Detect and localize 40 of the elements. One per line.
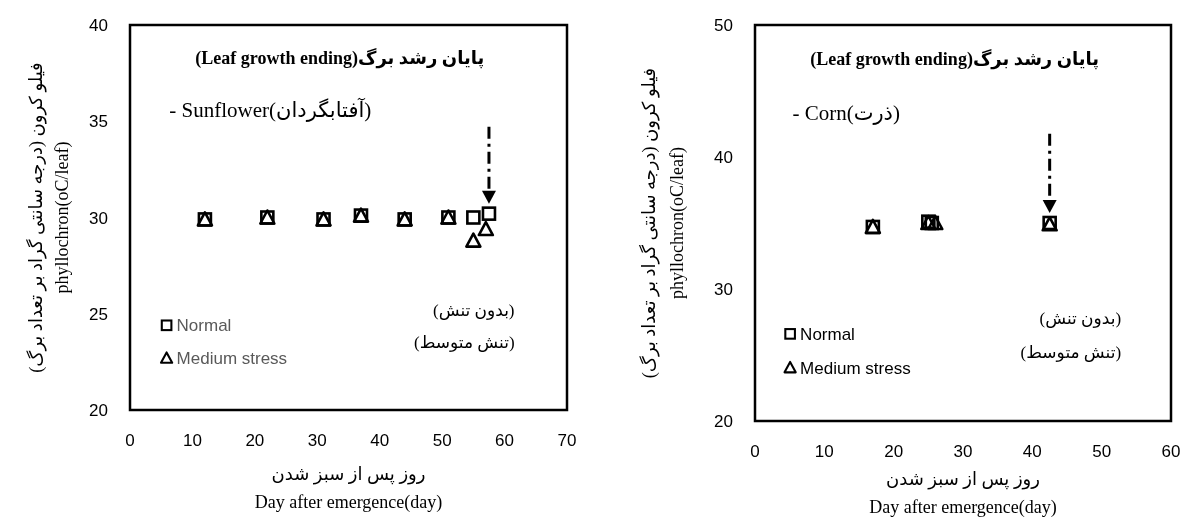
text: - Corn(ذرت) [792,101,900,126]
point [465,232,482,248]
annotation: پایان رشد برگ(Leaf growth ending) [810,47,1100,70]
legend-label: Normal [800,324,855,344]
annotation: (تنش متوسط) [414,333,515,353]
y-tick-label: 25 [89,304,108,324]
annotation: پایان رشد برگ(Leaf growth ending) [195,46,485,69]
x-tick-label: 0 [125,431,135,450]
x-tick-label: 40 [370,431,390,450]
x-tick-label: 50 [1092,442,1112,461]
annotation: (تنش متوسط) [1020,342,1122,362]
x-tick-label: 10 [814,442,834,461]
point [481,206,497,221]
y-tick-label: 35 [89,112,108,132]
x-tick-label: 60 [1161,442,1181,461]
x-tick-label: 20 [245,431,265,450]
point [477,220,495,237]
y-tick-label: 40 [714,148,733,167]
point [466,210,481,225]
y-tick-label: 50 [714,16,733,35]
x-tick-label: 70 [557,431,577,450]
legend-label: Medium stress [800,358,911,378]
y-tick-label: 30 [89,208,108,228]
text: - Sunflower(آفتابگردان) [169,97,372,123]
legend-label: Medium stress [176,349,288,369]
y-tick-label: 30 [714,280,733,299]
x-tick-label: 40 [1022,442,1042,461]
y-tick-label: 40 [89,16,108,35]
x-tick-label: 20 [884,442,904,461]
annotation: (بدون تنش) [433,300,515,320]
y-tick-label: 20 [714,412,733,431]
annotation: (بدون تنش) [1039,308,1122,328]
y-tick-label: 20 [89,401,108,420]
x-tick-label: 0 [750,442,760,461]
x-tick-label: 30 [307,431,327,450]
x-tick-label: 10 [182,431,202,450]
x-tick-label: 30 [953,442,973,461]
x-tick-label: 50 [432,431,452,450]
legend-label: Normal [176,316,232,336]
x-tick-label: 60 [495,431,515,450]
